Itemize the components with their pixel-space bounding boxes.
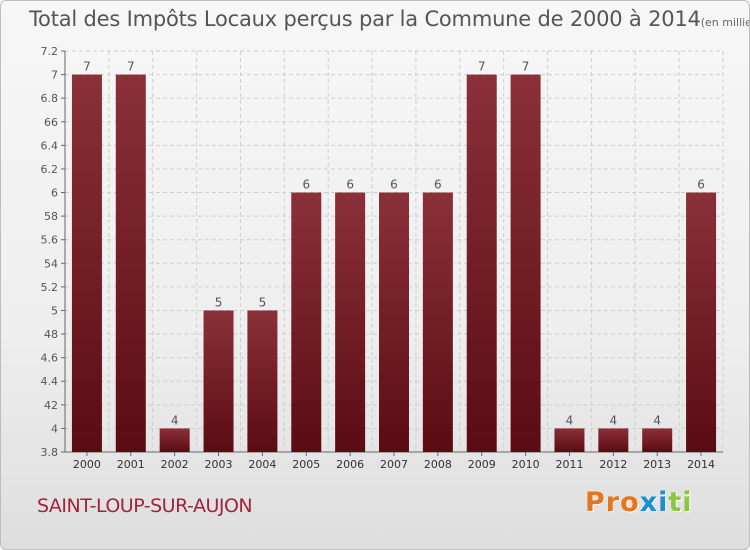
logo-letter: i: [682, 487, 693, 518]
chart-title-unit: (en milliers d'€): [700, 16, 749, 29]
bar-2006: [335, 192, 366, 452]
bar-2009: [466, 74, 497, 453]
x-tick-label-2005: 2005: [292, 458, 320, 471]
logo-letter: o: [620, 487, 640, 518]
x-tick-label-2007: 2007: [380, 458, 408, 471]
y-tick-label: 66: [44, 116, 58, 129]
value-label-2014: 6: [697, 178, 705, 192]
x-tick-label-2006: 2006: [336, 458, 364, 471]
value-labels: 7 7 4 5 5 6 6 6 6 7 7 4 4 4 6: [83, 60, 705, 428]
bar-2013: [642, 428, 673, 452]
proxiti-logo: Proxiti: [585, 487, 693, 518]
logo-letter: r: [605, 487, 621, 518]
value-label-2013: 4: [653, 413, 661, 427]
bar-2004: [247, 310, 278, 452]
y-tick-label: 58: [44, 210, 58, 223]
logo-letter: x: [639, 487, 659, 518]
x-tick-label-2002: 2002: [161, 458, 189, 471]
y-tick-label: 4: [51, 422, 58, 435]
value-label-2003: 5: [215, 295, 223, 309]
x-tick-label-2012: 2012: [599, 458, 627, 471]
value-label-2001: 7: [127, 60, 135, 74]
y-tick-label: 7: [51, 69, 58, 82]
value-label-2002: 4: [171, 413, 179, 427]
value-label-2004: 5: [259, 295, 267, 309]
logo-letter: P: [585, 487, 606, 518]
logo-letter: t: [668, 487, 683, 518]
bar-2007: [379, 192, 409, 452]
y-tick-label: 4.4: [41, 375, 59, 388]
y-tick-label: 54: [44, 257, 58, 270]
x-tick-label-2014: 2014: [687, 458, 715, 471]
value-label-2008: 6: [434, 178, 442, 192]
chart-title: Total des Impôts Locaux perçus par la Co…: [29, 7, 749, 31]
logo-letter: i: [658, 487, 669, 518]
value-label-2010: 7: [522, 60, 530, 74]
x-tick-label-2003: 2003: [205, 458, 233, 471]
bar-2008: [422, 192, 453, 452]
bar-2010: [510, 74, 541, 453]
x-tick-label-2010: 2010: [512, 458, 540, 471]
value-label-2006: 6: [346, 178, 354, 192]
x-tick-label-2013: 2013: [643, 458, 671, 471]
bar-2005: [291, 192, 322, 452]
value-label-2000: 7: [83, 60, 91, 74]
y-tick-label: 6.4: [41, 139, 59, 152]
axes: 3.84424.44.64855.2545.65866.26.4666.877.…: [41, 45, 723, 471]
y-tick-label: 5.2: [41, 281, 59, 294]
value-label-2011: 4: [566, 413, 574, 427]
bars: [71, 74, 717, 453]
chart-title-text: Total des Impôts Locaux perçus par la Co…: [29, 7, 701, 31]
value-label-2005: 6: [302, 178, 310, 192]
x-tick-label-2009: 2009: [468, 458, 496, 471]
x-tick-label-2004: 2004: [248, 458, 276, 471]
y-tick-label: 5.6: [41, 234, 59, 247]
bar-2001: [115, 74, 146, 453]
bar-2000: [71, 74, 102, 453]
value-label-2007: 6: [390, 178, 398, 192]
y-tick-label: 6.2: [41, 163, 59, 176]
bar-2002: [159, 428, 190, 452]
bar-2012: [598, 428, 629, 452]
y-tick-label: 4.6: [41, 352, 59, 365]
y-tick-label: 6: [51, 187, 58, 200]
bar-2011: [554, 428, 585, 452]
commune-name: SAINT-LOUP-SUR-AUJON: [37, 495, 253, 517]
y-tick-label: 5: [51, 304, 58, 317]
value-label-2009: 7: [478, 60, 486, 74]
x-tick-label-2001: 2001: [117, 458, 145, 471]
bar-2014: [686, 192, 717, 452]
x-tick-label-2008: 2008: [424, 458, 452, 471]
x-tick-label-2011: 2011: [555, 458, 583, 471]
x-tick-label-2000: 2000: [73, 458, 101, 471]
y-tick-label: 48: [44, 328, 58, 341]
bar-2003: [203, 310, 234, 452]
y-tick-label: 7.2: [41, 45, 59, 58]
y-tick-label: 3.8: [41, 446, 59, 459]
y-tick-label: 42: [44, 399, 58, 412]
y-tick-label: 6.8: [41, 92, 59, 105]
value-label-2012: 4: [610, 413, 618, 427]
